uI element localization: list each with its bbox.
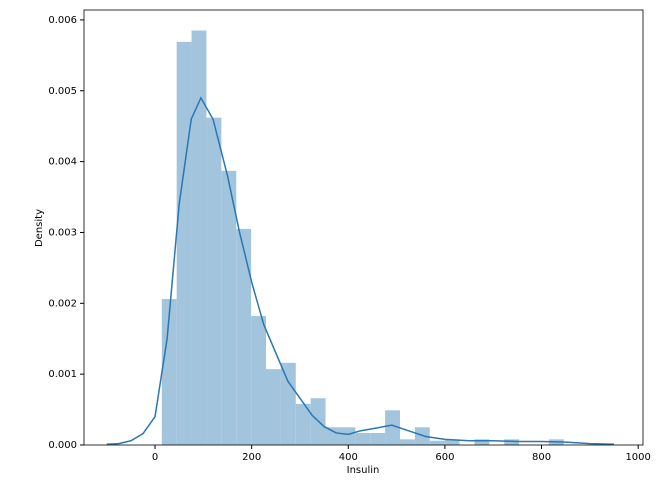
y-tick-label: 0.004: [48, 157, 77, 168]
bar: [504, 439, 520, 445]
bar: [340, 427, 356, 445]
bar: [474, 439, 490, 445]
bar: [176, 41, 192, 446]
x-tick-label: 0: [152, 452, 158, 463]
y-tick-label: 0.001: [48, 369, 77, 380]
bar: [399, 439, 415, 445]
bar: [191, 30, 207, 446]
x-tick-label: 600: [435, 452, 454, 463]
bar: [221, 170, 237, 445]
bar: [325, 427, 341, 445]
y-tick-label: 0.005: [48, 86, 77, 97]
bar: [370, 432, 386, 445]
y-tick-label: 0.002: [48, 298, 77, 309]
bar: [280, 362, 296, 445]
x-tick-label: 800: [532, 452, 551, 463]
x-tick-label: 200: [242, 452, 261, 463]
bar: [251, 316, 267, 445]
bar: [266, 369, 281, 445]
bar: [385, 410, 400, 445]
x-tick-label: 1000: [625, 452, 650, 463]
y-tick-label: 0.003: [48, 227, 77, 238]
bar: [206, 117, 222, 446]
plot-frame: [83, 9, 644, 446]
x-axis-label: Insulin: [347, 465, 380, 476]
bar: [444, 439, 460, 445]
bar: [429, 440, 445, 445]
bar: [295, 403, 311, 445]
y-axis-label: Density: [34, 209, 45, 247]
y-tick-label: 0.000: [48, 440, 77, 451]
y-tick-label: 0.006: [48, 15, 77, 26]
x-tick-label: 400: [339, 452, 358, 463]
bar: [355, 432, 371, 445]
bar: [236, 228, 252, 445]
kde-line: [106, 96, 615, 446]
bar: [161, 299, 177, 445]
